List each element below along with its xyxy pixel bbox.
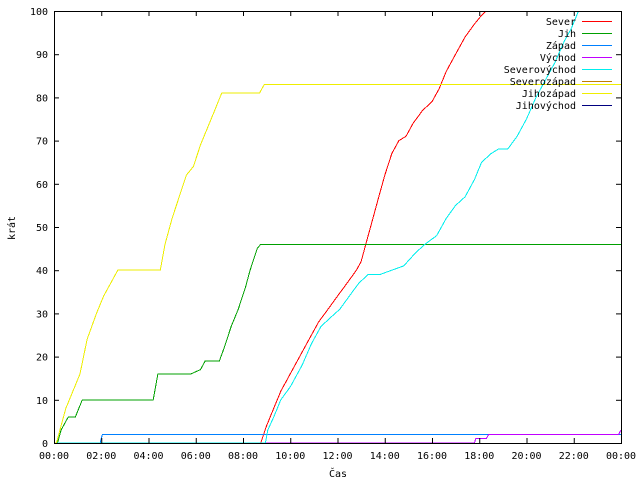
y-tick-label: 10 xyxy=(36,396,48,407)
x-tick-label: 16:00 xyxy=(417,451,447,462)
y-tick-label: 60 xyxy=(36,180,48,191)
x-axis-label: Čas xyxy=(329,467,347,480)
x-tick-label: 18:00 xyxy=(464,451,494,462)
series-line-6 xyxy=(54,83,621,444)
x-tick-label: 20:00 xyxy=(511,451,541,462)
y-tick-label: 40 xyxy=(36,266,48,277)
x-tick-label: 04:00 xyxy=(133,451,163,462)
y-tick-label: 50 xyxy=(36,223,48,234)
legend-label: Západ xyxy=(546,40,576,52)
x-tick-label: 06:00 xyxy=(181,451,211,462)
legend-label: Východ xyxy=(540,52,576,64)
y-tick-label: 20 xyxy=(36,353,48,364)
legend: SeverJihZápadVýchodSeverovýchodSeverozáp… xyxy=(504,17,612,112)
x-tick-label: 22:00 xyxy=(559,451,589,462)
y-tick-label: 90 xyxy=(36,50,48,61)
y-tick-label: 80 xyxy=(36,93,48,104)
series-line-4 xyxy=(54,10,579,444)
x-tick-label: 10:00 xyxy=(275,451,305,462)
legend-label: Severozápad xyxy=(510,76,576,88)
y-tick-label: 0 xyxy=(42,439,48,450)
y-tick-label: 70 xyxy=(36,137,48,148)
legend-label: Sever xyxy=(546,17,576,28)
x-tick-label: 02:00 xyxy=(86,451,116,462)
y-tick-label: 100 xyxy=(30,7,48,18)
x-tick-label: 08:00 xyxy=(228,451,258,462)
legend-label: Jih xyxy=(558,29,576,40)
x-tick-label: 00:00 xyxy=(39,451,69,462)
series-line-1 xyxy=(54,243,621,444)
tick-layer: 00:00 02:00 04:00 06:00 08:00 10:00 12:00 14:00… xyxy=(30,7,636,462)
legend-label: Jihovýchod xyxy=(516,100,576,112)
series-line-0 xyxy=(260,10,487,444)
x-tick-label: 14:00 xyxy=(370,451,400,462)
legend-label: Jihozápad xyxy=(522,88,576,100)
x-tick-label: 00:00 xyxy=(606,451,636,462)
legend-label: Severovýchod xyxy=(504,64,576,76)
y-axis-label: krát xyxy=(6,216,18,240)
x-tick-label: 12:00 xyxy=(322,451,352,462)
y-tick-label: 30 xyxy=(36,309,48,320)
